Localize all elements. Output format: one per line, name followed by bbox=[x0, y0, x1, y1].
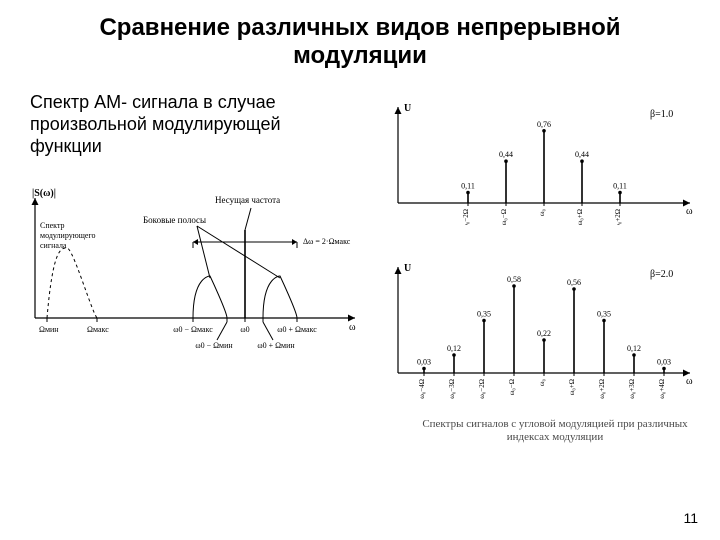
svg-text:ω₀+3Ω: ω₀+3Ω bbox=[628, 379, 636, 399]
svg-text:0,56: 0,56 bbox=[567, 278, 581, 287]
svg-text:Ωмакс: Ωмакс bbox=[87, 325, 109, 334]
svg-text:ω: ω bbox=[349, 322, 356, 333]
svg-text:ω₀−Ω: ω₀−Ω bbox=[508, 379, 516, 395]
svg-text:U: U bbox=[404, 263, 411, 274]
svg-text:0,22: 0,22 bbox=[537, 329, 551, 338]
page-number: 11 bbox=[683, 510, 698, 526]
svg-text:Боковые полосы: Боковые полосы bbox=[143, 215, 206, 225]
svg-text:ω₀: ω₀ bbox=[538, 208, 546, 216]
svg-text:β=2.0: β=2.0 bbox=[650, 269, 673, 280]
svg-text:ω₀+2Ω: ω₀+2Ω bbox=[598, 379, 606, 399]
svg-text:Δω = 2·Ωмакс: Δω = 2·Ωмакс bbox=[303, 237, 351, 246]
svg-text:0,44: 0,44 bbox=[499, 150, 513, 159]
svg-text:ω₀: ω₀ bbox=[538, 378, 546, 386]
svg-text:ω₀−3Ω: ω₀−3Ω bbox=[448, 379, 456, 399]
svg-text:0,76: 0,76 bbox=[537, 120, 551, 129]
angular-caption: Спектры сигналов с угловой модуляцией пр… bbox=[415, 418, 695, 444]
svg-text:0,12: 0,12 bbox=[627, 344, 641, 353]
slide-title: Сравнение различных видов непрерывной мо… bbox=[30, 14, 690, 71]
angular-spectrum-beta1: Uω β=1.0 0,11 ω₀−2Ω 0,44 ω₀−Ω 0,76 ω₀ 0,44 ω₀+Ω 0,… bbox=[380, 95, 700, 225]
svg-text:сигнала: сигнала bbox=[40, 241, 67, 250]
svg-text:U: U bbox=[404, 103, 411, 114]
svg-text:0,03: 0,03 bbox=[417, 358, 431, 367]
svg-text:0,03: 0,03 bbox=[657, 358, 671, 367]
svg-text:ω0: ω0 bbox=[240, 325, 249, 334]
svg-text:Ωмин: Ωмин bbox=[39, 325, 59, 334]
svg-text:0,35: 0,35 bbox=[597, 310, 611, 319]
svg-text:0,12: 0,12 bbox=[447, 344, 461, 353]
svg-text:β=1.0: β=1.0 bbox=[650, 109, 673, 120]
svg-text:|S(ω)|: |S(ω)| bbox=[32, 188, 56, 199]
svg-text:ω₀+Ω: ω₀+Ω bbox=[568, 379, 576, 395]
svg-text:ω0 − Ωмин: ω0 − Ωмин bbox=[195, 341, 233, 350]
svg-text:0,35: 0,35 bbox=[477, 310, 491, 319]
svg-text:0,11: 0,11 bbox=[613, 182, 627, 191]
svg-text:ω₀+2Ω: ω₀+2Ω bbox=[614, 209, 622, 225]
svg-text:ω₀−2Ω: ω₀−2Ω bbox=[462, 209, 470, 225]
svg-text:ω₀+Ω: ω₀+Ω bbox=[576, 209, 584, 225]
svg-text:ω₀−2Ω: ω₀−2Ω bbox=[478, 379, 486, 399]
am-subtitle: Спектр АМ- сигнала в случае произвольной… bbox=[30, 92, 330, 158]
svg-text:ω: ω bbox=[686, 206, 693, 217]
svg-text:ω0 + Ωмакс: ω0 + Ωмакс bbox=[277, 325, 317, 334]
svg-text:ω0 − Ωмакс: ω0 − Ωмакс bbox=[173, 325, 213, 334]
svg-text:ω₀+4Ω: ω₀+4Ω bbox=[658, 379, 666, 399]
svg-text:0,58: 0,58 bbox=[507, 275, 521, 284]
svg-text:ω₀−4Ω: ω₀−4Ω bbox=[418, 379, 426, 399]
svg-text:ω: ω bbox=[686, 376, 693, 387]
angular-spectrum-beta2: Uω β=2.0 0,03 ω₀−4Ω 0,12 ω₀−3Ω 0,35 ω₀−2Ω 0,58 ω₀… bbox=[380, 255, 700, 405]
svg-text:ω0 + Ωмин: ω0 + Ωмин bbox=[257, 341, 295, 350]
svg-text:Несущая частота: Несущая частота bbox=[215, 195, 280, 205]
am-spectrum-diagram: |S(ω)| ω Ωмин Ωмакс Спектрмодулирующегосигна… bbox=[25, 178, 365, 368]
svg-text:модулирующего: модулирующего bbox=[40, 231, 96, 240]
svg-text:Спектр: Спектр bbox=[40, 221, 65, 230]
svg-text:0,44: 0,44 bbox=[575, 150, 589, 159]
svg-text:ω₀−Ω: ω₀−Ω bbox=[500, 209, 508, 225]
svg-text:0,11: 0,11 bbox=[461, 182, 475, 191]
